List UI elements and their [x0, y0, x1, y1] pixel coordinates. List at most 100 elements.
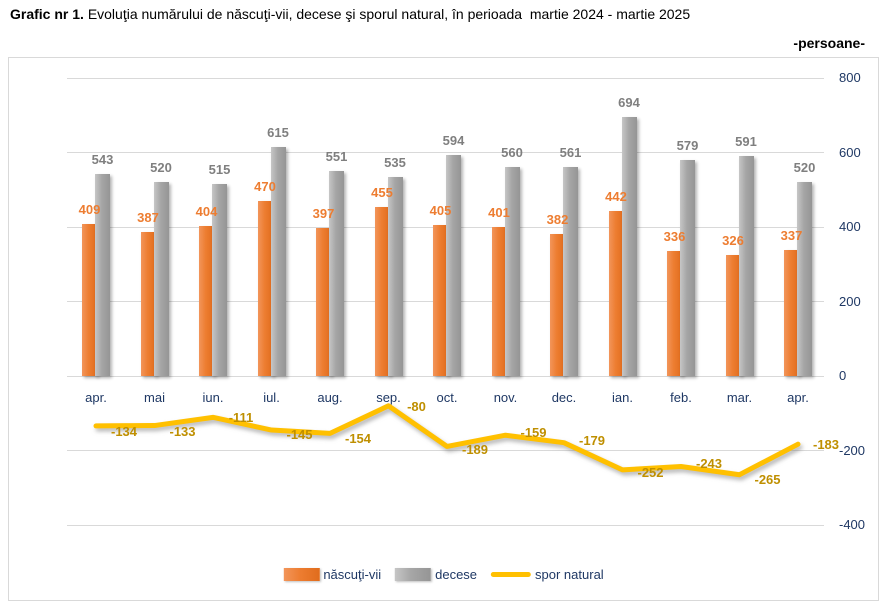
bar-births — [257, 200, 273, 376]
bar-deaths — [212, 184, 227, 376]
bar-births — [140, 231, 156, 376]
bar-label-births: 470 — [254, 178, 276, 194]
line-point-label: -145 — [286, 427, 313, 442]
bar-births — [550, 233, 565, 376]
gridline — [67, 375, 824, 377]
bar-label-deaths: 561 — [559, 145, 582, 161]
bar-deaths — [446, 154, 461, 376]
bar-births — [199, 225, 214, 376]
bar-label-deaths: 591 — [735, 133, 757, 149]
bar-births — [784, 250, 799, 376]
bar-label-births: 409 — [78, 201, 101, 217]
bar-label-deaths: 560 — [501, 145, 523, 161]
bar-label-births: 387 — [137, 209, 159, 225]
bar-label-births: 401 — [488, 204, 510, 220]
line-point-label: -80 — [407, 398, 426, 414]
y-axis-tick-label: -200 — [839, 442, 866, 458]
category-label: feb. — [670, 390, 692, 405]
category-label: sep. — [376, 390, 401, 405]
bar-deaths — [680, 160, 695, 376]
bar-births — [725, 254, 741, 376]
bar-label-births: 326 — [722, 232, 744, 248]
y-axis-tick-label: 0 — [839, 368, 847, 383]
category-label: dec. — [551, 390, 577, 405]
bar-label-deaths: 535 — [384, 154, 406, 170]
line-point-label: -183 — [812, 437, 840, 453]
line-point-label: -159 — [520, 425, 547, 441]
category-label: mar. — [726, 390, 753, 405]
chart-frame: 800 600 400 200 0 -200 -400 409 543 apr. 387 520 mai… — [8, 57, 879, 601]
bar-label-deaths: 543 — [91, 151, 114, 167]
bar-births — [667, 250, 682, 376]
legend: născuţi-vii decese spor natural — [283, 567, 604, 582]
bar-births — [82, 223, 97, 376]
legend-label-deaths: decese — [435, 567, 478, 582]
legend-item-births: născuţi-vii — [283, 567, 381, 582]
line-point-label: -111 — [228, 410, 254, 426]
category-label: aug. — [317, 390, 343, 405]
legend-item-deaths: decese — [395, 567, 477, 582]
bar-births — [491, 226, 507, 376]
bar-label-deaths: 520 — [793, 160, 816, 176]
legend-label-natural-increase: spor natural — [535, 567, 604, 582]
bar-label-deaths: 694 — [618, 95, 640, 111]
line-point-label: -252 — [637, 464, 664, 480]
bar-label-deaths: 579 — [676, 138, 699, 154]
bar-deaths — [797, 182, 812, 376]
category-label: iun. — [202, 390, 224, 405]
legend-item-natural-increase: spor natural — [491, 567, 604, 582]
bar-deaths — [621, 117, 637, 376]
births-swatch-icon — [283, 568, 320, 581]
y-axis-tick-label: 600 — [839, 144, 861, 160]
page-title: Grafic nr 1. Evoluţia numărului de născu… — [10, 6, 690, 22]
line-point-label: -133 — [169, 423, 196, 439]
bar-births — [316, 228, 331, 376]
unit-label: -persoane- — [793, 35, 865, 51]
line-point-label: -265 — [754, 471, 781, 487]
category-label: apr. — [787, 390, 809, 405]
bar-deaths — [738, 155, 754, 376]
category-label: apr. — [85, 390, 107, 405]
line-point-label: -189 — [461, 442, 489, 458]
bar-deaths — [153, 182, 169, 376]
bar-births — [433, 225, 448, 376]
plot-area: 800 600 400 200 0 -200 -400 409 543 apr. 387 520 mai… — [9, 58, 878, 600]
legend-label-births: născuţi-vii — [323, 567, 382, 582]
bar-label-births: 337 — [780, 228, 803, 244]
y-axis-tick-label: 400 — [839, 219, 861, 234]
bar-deaths — [387, 176, 403, 376]
bar-deaths — [95, 173, 110, 376]
bar-deaths — [563, 167, 578, 376]
bar-label-births: 442 — [605, 189, 627, 205]
gridline — [67, 450, 824, 451]
bar-label-births: 397 — [312, 206, 335, 222]
bar-label-births: 455 — [371, 184, 393, 200]
bar-label-births: 405 — [429, 203, 452, 219]
deaths-swatch-icon — [395, 568, 432, 581]
bar-births — [608, 211, 624, 376]
title-text: Evoluţia numărului de născuţi-vii, deces… — [87, 6, 691, 22]
y-axis-tick-label: 200 — [839, 293, 861, 309]
bar-deaths — [504, 167, 520, 376]
title-prefix: Grafic nr 1. — [10, 6, 84, 22]
bar-label-births: 336 — [663, 228, 686, 244]
gridline — [67, 77, 824, 79]
category-label: iul. — [263, 390, 280, 405]
bar-label-deaths: 551 — [325, 148, 348, 164]
bar-deaths — [270, 146, 286, 376]
bar-label-deaths: 615 — [267, 124, 289, 140]
category-label: mai — [144, 390, 165, 405]
gridline — [67, 524, 824, 526]
line-point-label: -134 — [110, 423, 138, 439]
category-label: ian. — [612, 390, 633, 405]
gridline — [67, 152, 824, 153]
y-axis-tick-label: 800 — [839, 70, 861, 85]
category-label: nov. — [493, 390, 518, 405]
natural-increase-swatch-icon — [491, 572, 532, 577]
bar-births — [374, 206, 390, 376]
bar-deaths — [329, 170, 344, 376]
line-point-label: -154 — [344, 431, 372, 447]
category-label: oct. — [436, 390, 458, 405]
line-point-label: -243 — [695, 455, 723, 471]
bar-label-deaths: 594 — [442, 132, 465, 148]
